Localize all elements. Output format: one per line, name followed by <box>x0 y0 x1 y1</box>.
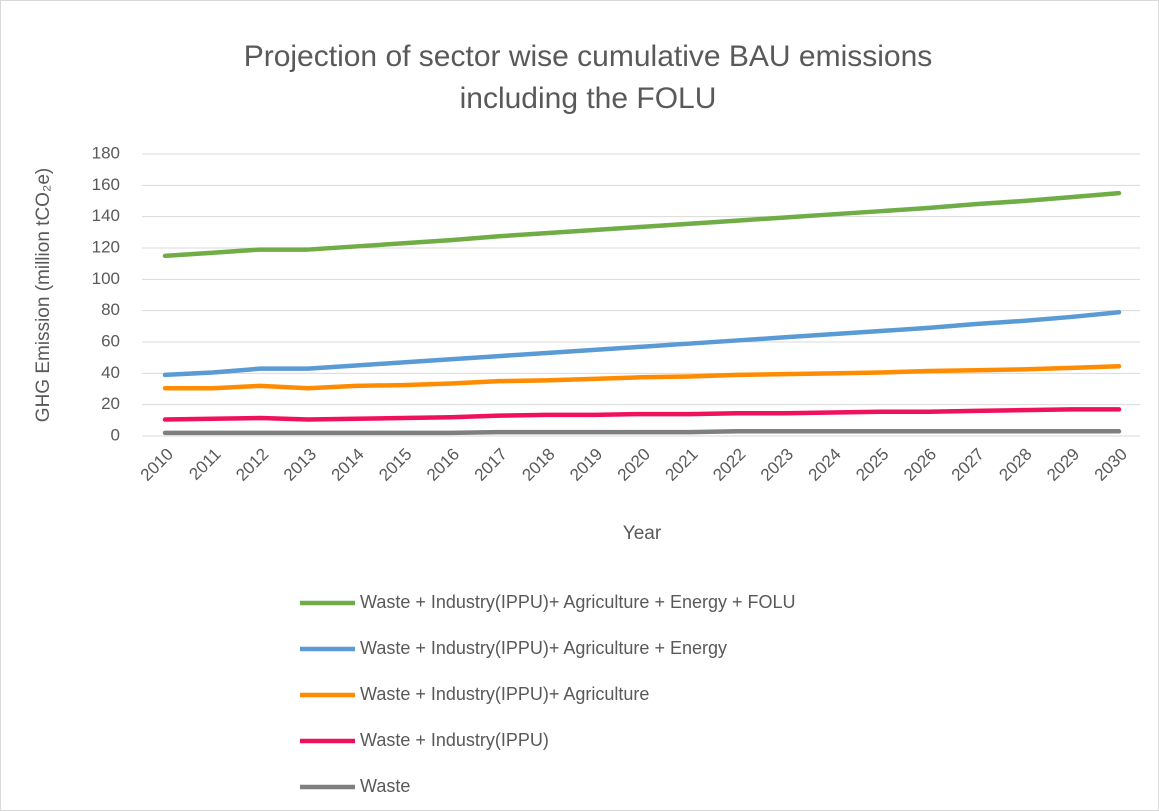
chart-title: including the FOLU <box>460 82 717 115</box>
y-tick-label: 60 <box>101 331 120 350</box>
series-line <box>162 190 1122 259</box>
y-tick-label: 80 <box>101 300 120 319</box>
y-tick-label: 40 <box>101 363 120 382</box>
y-tick-label: 180 <box>92 143 120 162</box>
y-tick-label: 20 <box>101 394 120 413</box>
series-line <box>162 309 1122 378</box>
legend-label: Waste <box>360 776 410 796</box>
y-tick-label: 120 <box>92 237 120 256</box>
series-line <box>162 407 1122 422</box>
series-line <box>162 429 1122 436</box>
legend-label: Waste + Industry(IPPU)+ Agriculture + En… <box>360 638 727 658</box>
y-tick-label: 0 <box>111 425 120 444</box>
y-tick-label: 160 <box>92 175 120 194</box>
y-axis-label: GHG Emission (million tCO₂e) <box>33 168 54 422</box>
legend-label: Waste + Industry(IPPU)+ Agriculture <box>360 684 649 704</box>
legend-label: Waste + Industry(IPPU)+ Agriculture + En… <box>360 592 796 612</box>
x-axis-label: Year <box>623 523 662 544</box>
series-line <box>162 364 1122 391</box>
chart-title: Projection of sector wise cumulative BAU… <box>244 40 933 73</box>
y-tick-label: 140 <box>92 206 120 225</box>
legend-label: Waste + Industry(IPPU) <box>360 730 549 750</box>
y-tick-label: 100 <box>92 269 120 288</box>
